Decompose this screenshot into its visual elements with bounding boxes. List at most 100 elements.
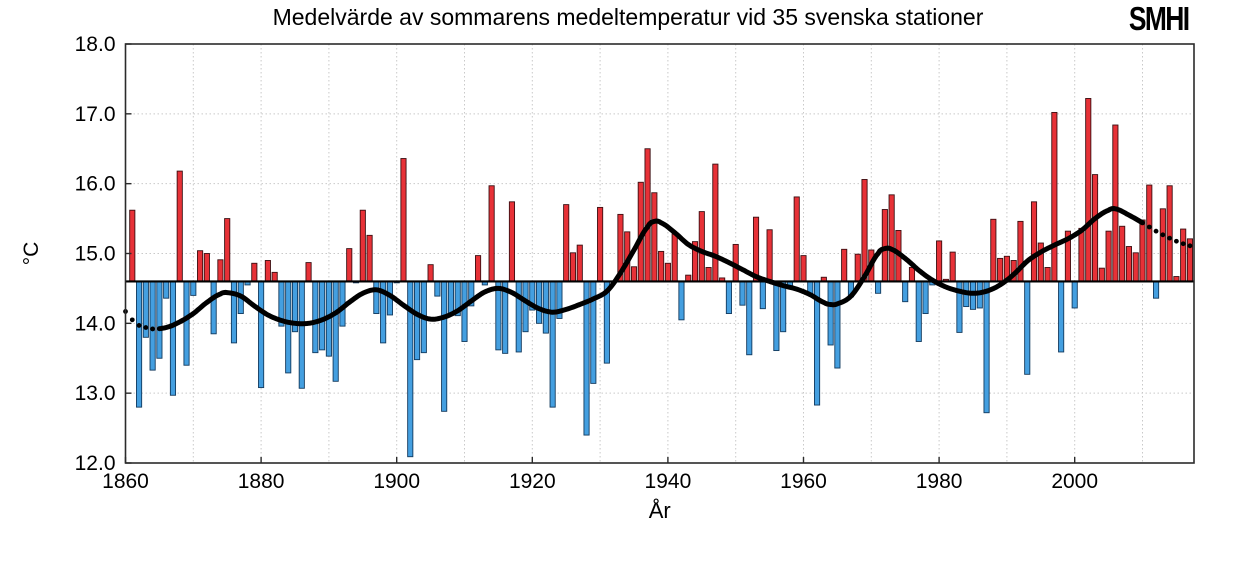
bar-1968 <box>854 253 861 282</box>
bar-1901 <box>400 158 407 282</box>
bar-2012 <box>1153 280 1160 299</box>
bar-2007 <box>1119 225 1126 282</box>
curve-end-dot <box>1153 228 1159 234</box>
y-tick-label: 14.0 <box>75 312 116 335</box>
bar-1930 <box>597 206 604 282</box>
bar-1959 <box>793 196 800 282</box>
bar-2009 <box>1132 252 1139 282</box>
curve-end-dot <box>1174 238 1179 244</box>
bar-1941 <box>671 233 678 282</box>
bar-1918 <box>515 280 522 353</box>
bar-1971 <box>875 280 882 294</box>
bar-2005 <box>1105 230 1112 282</box>
bar-1980 <box>936 240 943 282</box>
bar-1895 <box>359 209 366 282</box>
bar-1868 <box>176 170 183 282</box>
x-tick-label: 1920 <box>509 470 556 493</box>
bar-1989 <box>997 257 1004 282</box>
bar-1880 <box>258 280 265 389</box>
x-tick-label: 1940 <box>645 470 692 493</box>
curve-start-dot <box>150 326 156 332</box>
bar-1876 <box>230 280 238 344</box>
bar-1875 <box>224 218 231 282</box>
bar-1872 <box>203 253 210 282</box>
bar-1975 <box>902 280 909 303</box>
curve-start-dot <box>129 317 135 323</box>
bar-1966 <box>841 248 848 282</box>
bar-1956 <box>773 280 780 352</box>
bar-1910 <box>461 280 468 342</box>
curve-start-dot <box>143 325 149 330</box>
bar-1908 <box>447 280 454 314</box>
y-tick-label: 17.0 <box>75 103 116 126</box>
x-tick-label: 1880 <box>238 470 285 493</box>
bar-1887 <box>305 262 312 282</box>
bar-2004 <box>1098 267 1105 282</box>
bar-1972 <box>881 209 888 282</box>
bar-1867 <box>169 280 177 396</box>
bar-1937 <box>644 148 651 282</box>
bar-1921 <box>536 280 543 324</box>
bar-1897 <box>373 280 380 315</box>
bar-2010 <box>1139 219 1146 282</box>
bar-2013 <box>1159 208 1166 282</box>
bar-1917 <box>508 201 516 282</box>
bar-1960 <box>800 255 807 282</box>
bar-1955 <box>766 229 773 282</box>
bar-1923 <box>549 280 556 408</box>
bar-1906 <box>434 280 441 297</box>
curve-end-dot <box>1180 241 1186 247</box>
bar-1969 <box>861 179 868 282</box>
bar-2006 <box>1112 124 1119 282</box>
x-tick-label: 1860 <box>102 470 149 493</box>
bar-1947 <box>712 163 719 282</box>
bar-1949 <box>725 280 732 315</box>
curve-start-dot <box>136 323 142 328</box>
bar-1864 <box>149 280 156 371</box>
bar-2002 <box>1085 98 1092 282</box>
bar-1915 <box>495 280 502 351</box>
y-tick-label: 13.0 <box>75 382 116 405</box>
bar-1869 <box>183 280 190 366</box>
bar-1952 <box>746 280 753 356</box>
x-tick-label: 1960 <box>780 470 827 493</box>
bar-1998 <box>1058 280 1065 353</box>
bar-2016 <box>1180 228 1187 282</box>
bar-1940 <box>664 262 671 282</box>
bar-1926 <box>569 252 577 282</box>
bar-1884 <box>285 280 292 374</box>
bar-1879 <box>251 262 258 282</box>
curve-end-dot <box>1187 243 1193 249</box>
y-tick-label: 18.0 <box>75 33 116 56</box>
bar-1870 <box>190 280 197 296</box>
y-axis-label: °C <box>20 242 43 266</box>
bar-1919 <box>522 280 529 333</box>
curve-end-dot <box>1160 232 1166 238</box>
bar-1987 <box>983 280 990 414</box>
bar-1988 <box>990 218 997 282</box>
header: Medelvärde av sommarens medeltemperatur … <box>0 0 1256 37</box>
bar-1861 <box>129 209 136 282</box>
bar-1977 <box>915 280 922 342</box>
bar-1891 <box>332 280 339 382</box>
bar-1935 <box>630 266 638 282</box>
bar-1882 <box>271 271 278 282</box>
bar-1862 <box>136 280 143 408</box>
bar-1914 <box>488 185 495 282</box>
y-tick-label: 16.0 <box>75 173 116 196</box>
bar-1954 <box>759 280 766 310</box>
bar-1964 <box>827 280 834 346</box>
bar-1951 <box>739 280 746 306</box>
bar-1922 <box>542 280 549 334</box>
bar-2000 <box>1071 280 1078 309</box>
bar-1978 <box>922 280 929 315</box>
smoothed-curve <box>156 206 1145 332</box>
bar-1997 <box>1051 111 1058 282</box>
x-tick-label: 2000 <box>1051 470 1098 493</box>
curve-end-dot <box>1146 224 1152 230</box>
bar-1976 <box>908 267 916 282</box>
bar-1886 <box>298 280 305 389</box>
bar-1905 <box>427 264 434 282</box>
bar-1893 <box>346 248 353 282</box>
